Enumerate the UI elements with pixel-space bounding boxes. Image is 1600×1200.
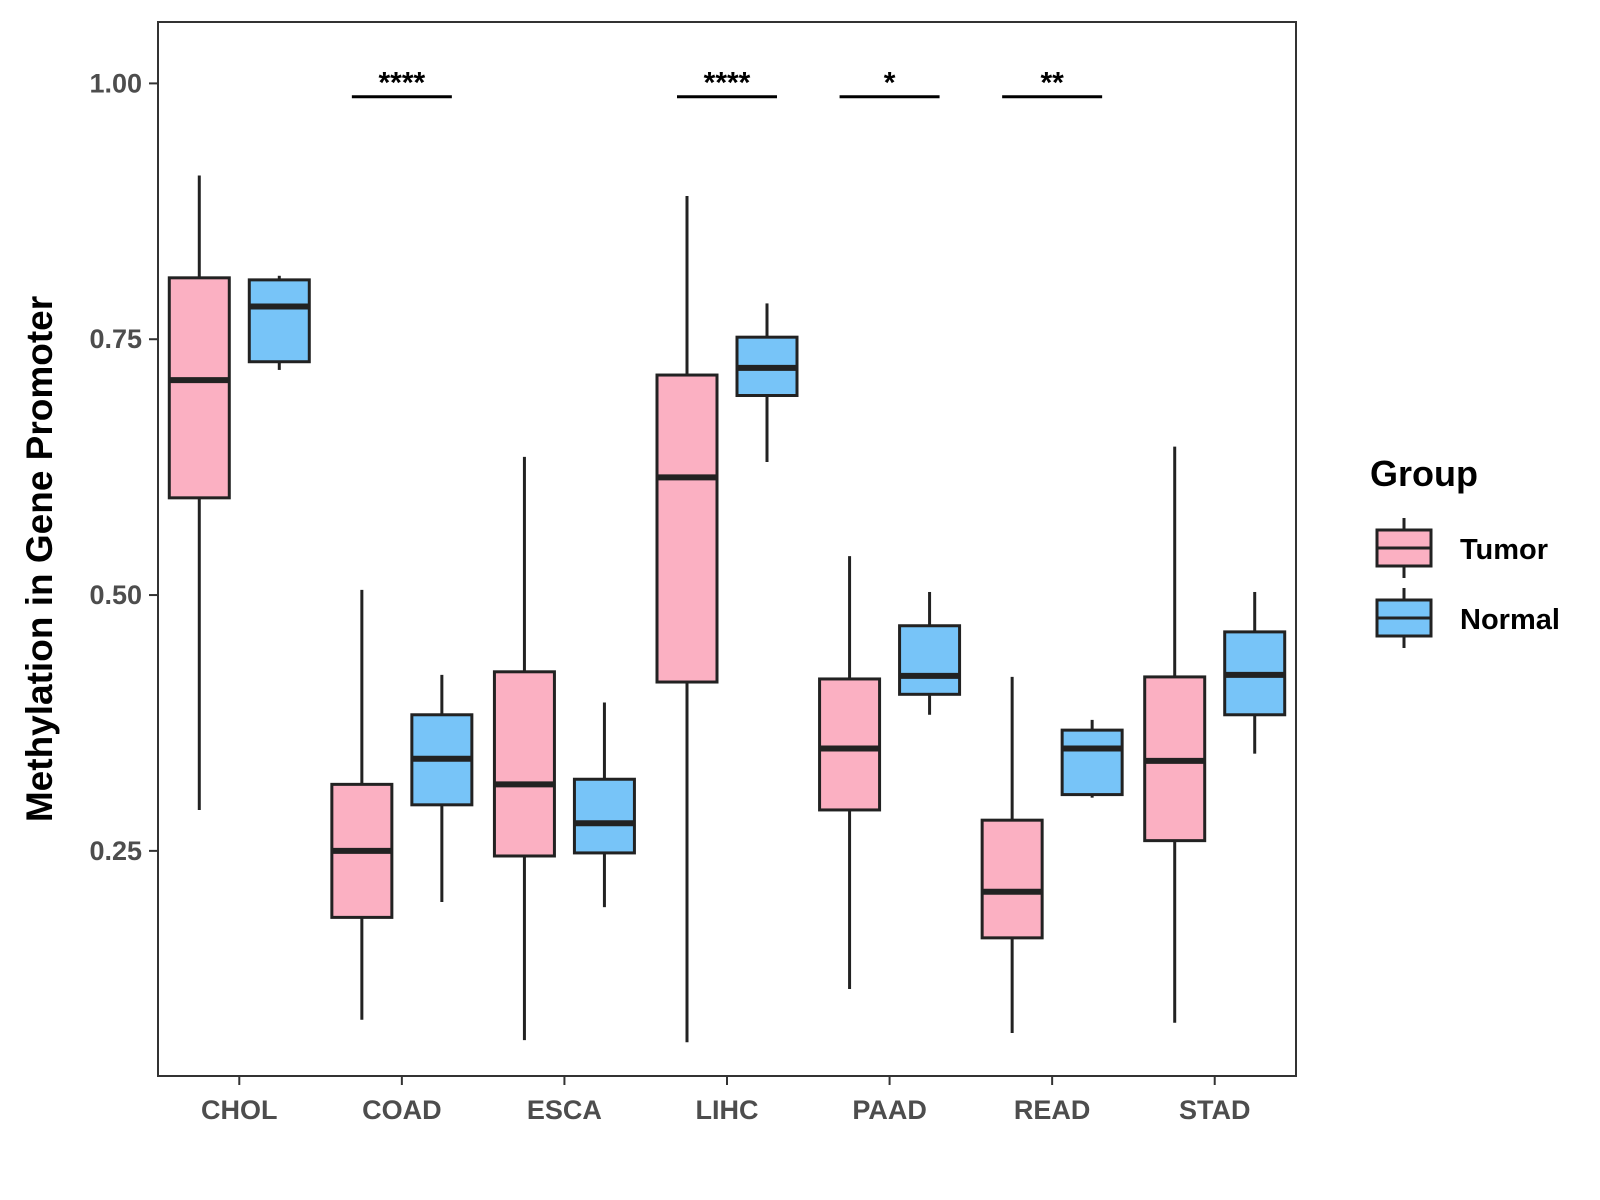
legend: Group Tumor Normal — [1370, 453, 1560, 648]
significance-annotations: **** **** * ** — [351, 67, 1103, 100]
box-body — [572, 777, 636, 855]
x-tick-label-lihc: LIHC — [696, 1095, 759, 1125]
box-body — [492, 670, 556, 858]
y-tick-label: 0.75 — [89, 324, 142, 354]
significance-label: **** — [704, 67, 751, 100]
box-normal-lihc — [735, 303, 799, 463]
y-tick-label: 0.25 — [89, 836, 142, 866]
legend-title: Group — [1370, 453, 1478, 494]
significance-label: ** — [1040, 67, 1064, 100]
y-axis: 0.25 0.50 0.75 1.00 — [89, 68, 158, 866]
significance-coad: **** — [351, 67, 452, 100]
box-normal-esca — [572, 702, 636, 908]
legend-label-tumor: Tumor — [1460, 534, 1548, 566]
box-normal-paad — [898, 591, 962, 715]
significance-label: **** — [379, 67, 426, 100]
box-body — [167, 276, 231, 500]
box-normal-chol — [247, 275, 311, 370]
box-normal-read — [1060, 719, 1124, 798]
box-tumor-coad — [330, 589, 394, 1020]
significance-lihc: **** — [677, 67, 777, 100]
y-tick-label: 1.00 — [89, 68, 142, 98]
x-tick-label-read: READ — [1014, 1095, 1091, 1125]
x-tick-label-paad: PAAD — [852, 1095, 927, 1125]
box-body — [1060, 728, 1124, 797]
box-body — [655, 373, 719, 684]
significance-label: * — [884, 67, 896, 100]
significance-paad: * — [839, 67, 940, 100]
box-tumor-esca — [492, 456, 556, 1041]
y-axis-title: Methylation in Gene Promoter — [19, 296, 60, 822]
box-normal-coad — [410, 674, 474, 903]
significance-read: ** — [1002, 67, 1103, 100]
box-body — [247, 278, 311, 364]
legend-item-normal: Normal — [1375, 588, 1560, 648]
box-tumor-lihc — [655, 195, 719, 1043]
box-tumor-stad — [1143, 446, 1207, 1023]
x-tick-label-esca: ESCA — [527, 1095, 602, 1125]
box-tumor-paad — [818, 556, 882, 990]
box-body — [898, 624, 962, 696]
x-tick-label-coad: COAD — [362, 1095, 442, 1125]
box-body — [818, 677, 882, 812]
legend-item-tumor: Tumor — [1375, 518, 1548, 578]
y-tick-label: 0.50 — [89, 580, 142, 610]
x-tick-label-chol: CHOL — [201, 1095, 278, 1125]
box-normal-stad — [1223, 591, 1287, 754]
box-tumor-read — [980, 676, 1044, 1034]
box-body — [980, 818, 1044, 940]
plot-boxes — [167, 175, 1287, 1043]
legend-label-normal: Normal — [1460, 604, 1560, 636]
x-tick-label-stad: STAD — [1179, 1095, 1251, 1125]
box-tumor-chol — [167, 175, 231, 810]
x-axis: CHOL COAD ESCA LIHC PAAD READ STAD — [201, 1076, 1250, 1125]
